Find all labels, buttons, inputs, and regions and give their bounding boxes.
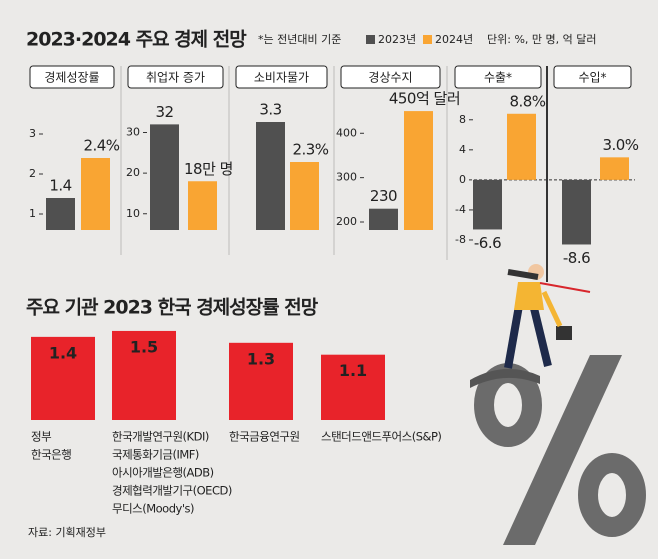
y-tick-label: 4 bbox=[459, 143, 466, 156]
panel-header bbox=[340, 65, 441, 89]
y-tick-label: 20 bbox=[126, 166, 140, 179]
bar bbox=[31, 336, 95, 420]
value-label: -6.6 bbox=[474, 234, 501, 252]
bar bbox=[369, 208, 398, 230]
bar bbox=[256, 122, 285, 230]
panel-header bbox=[29, 65, 115, 89]
note: *는 전년대비 기준 bbox=[258, 33, 341, 46]
panel-title: 수입* bbox=[578, 71, 606, 85]
value-label: -8.6 bbox=[563, 249, 590, 267]
value-label: 3.3 bbox=[259, 101, 281, 119]
illustration bbox=[470, 264, 646, 545]
panel-header bbox=[235, 65, 328, 89]
y-tick-label: 3 bbox=[29, 127, 36, 140]
panel-header bbox=[454, 65, 542, 89]
value-label: 1.5 bbox=[130, 337, 158, 356]
y-tick-label: 30 bbox=[126, 126, 140, 139]
unit-note: 단위: %, 만 명, 억 달러 bbox=[487, 33, 596, 46]
value-label: 2.3% bbox=[292, 141, 328, 159]
bar bbox=[290, 162, 319, 230]
source: 자료: 기획재정부 bbox=[28, 526, 106, 539]
bar bbox=[46, 198, 75, 230]
panel-header bbox=[127, 65, 224, 89]
category-label: 정부 bbox=[31, 430, 51, 444]
legend-swatch bbox=[366, 35, 375, 44]
y-tick-label: -4 bbox=[455, 203, 466, 216]
bar bbox=[473, 179, 502, 230]
bar bbox=[229, 342, 293, 420]
panel-title: 경제성장률 bbox=[44, 71, 99, 85]
bar bbox=[562, 179, 591, 245]
y-tick-label: 0 bbox=[459, 173, 466, 186]
category-label: 스탠더드앤드푸어스(S&P) bbox=[321, 430, 441, 444]
category-label: 한국개발연구원(KDI) bbox=[112, 430, 209, 444]
y-tick-label: 300 bbox=[336, 171, 357, 184]
bar bbox=[81, 158, 110, 230]
value-label: 32 bbox=[155, 103, 173, 121]
bar bbox=[404, 111, 433, 230]
panel-title: 취업자 증가 bbox=[146, 71, 205, 85]
value-label: 1.4 bbox=[49, 343, 77, 362]
legend-label: 2023년 bbox=[378, 33, 416, 46]
y-tick-label: -8 bbox=[455, 233, 466, 246]
category-label: 한국은행 bbox=[31, 448, 71, 462]
legend-swatch bbox=[423, 35, 432, 44]
bar bbox=[321, 354, 385, 420]
value-label: 450억 달러 bbox=[389, 90, 460, 108]
value-label: 1.3 bbox=[247, 349, 275, 368]
bar bbox=[188, 181, 217, 230]
panel-title: 수출* bbox=[484, 71, 512, 85]
value-label: 18만 명 bbox=[184, 160, 233, 178]
bar bbox=[600, 157, 629, 180]
separators bbox=[120, 66, 448, 260]
bar bbox=[507, 113, 536, 180]
panel-header bbox=[553, 65, 632, 89]
y-tick-label: 8 bbox=[459, 113, 466, 126]
category-label: 경제협력개발기구(OECD) bbox=[112, 484, 232, 498]
y-tick-label: 1 bbox=[29, 207, 36, 220]
value-label: 8.8% bbox=[509, 92, 545, 110]
bar bbox=[150, 124, 179, 230]
section-title: 주요 기관 2023 한국 경제성장률 전망 bbox=[26, 297, 319, 319]
category-label: 무디스(Moody's) bbox=[112, 502, 194, 516]
category-label: 한국금융연구원 bbox=[229, 430, 300, 444]
legend-label: 2024년 bbox=[435, 33, 473, 46]
y-tick-label: 400 bbox=[336, 126, 357, 139]
panel-title: 경상수지 bbox=[368, 71, 412, 85]
category-label: 국제통화기금(IMF) bbox=[112, 448, 199, 462]
value-label: 3.0% bbox=[602, 136, 638, 154]
value-label: 1.4 bbox=[49, 177, 71, 195]
value-label: 230 bbox=[370, 187, 397, 205]
value-label: 2.4% bbox=[83, 137, 119, 155]
page-title: 2023·2024 주요 경제 전망 bbox=[26, 29, 247, 51]
category-label: 아시아개발은행(ADB) bbox=[112, 466, 214, 480]
bar bbox=[112, 330, 176, 420]
panel-title: 소비자물가 bbox=[254, 71, 309, 85]
y-tick-label: 10 bbox=[126, 207, 140, 220]
y-tick-label: 2 bbox=[29, 167, 36, 180]
y-tick-label: 200 bbox=[336, 215, 357, 228]
value-label: 1.1 bbox=[339, 361, 367, 380]
